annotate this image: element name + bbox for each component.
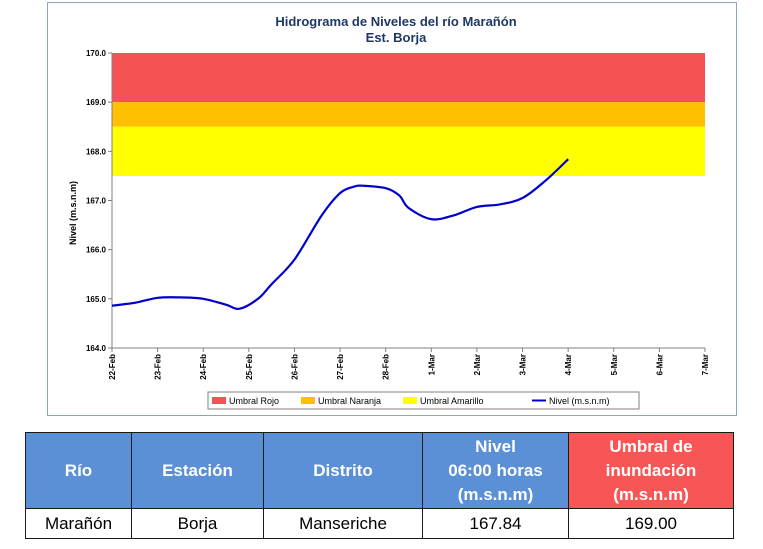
cell-nivel: 167.84 — [422, 508, 569, 539]
x-tick-label: 25-Feb — [245, 354, 254, 380]
header-umbral: Umbral de inundación (m.s.n.m) — [568, 432, 734, 509]
series-layer — [111, 158, 569, 310]
y-tick-label: 167.0 — [86, 197, 107, 206]
header-line: (m.s.n.m) — [457, 484, 534, 504]
chart-canvas: Hidrograma de Niveles del río Marañón Es… — [68, 14, 710, 410]
y-axis-ticks: 164.0 165.0 166.0 167.0 168.0 169.0 170.0 — [86, 49, 112, 353]
series-line-nivel — [111, 158, 569, 310]
header-nivel: Nivel 06:00 horas (m.s.n.m) — [422, 432, 569, 509]
threshold-band-umbral-amarillo — [112, 126, 705, 176]
y-tick-label: 165.0 — [86, 295, 107, 304]
table-row: Marañón Borja Manseriche 167.84 169.00 — [25, 508, 734, 539]
legend-label: Umbral Rojo — [229, 396, 279, 406]
threshold-band-umbral-naranja — [112, 102, 705, 127]
y-tick-label: 169.0 — [86, 98, 107, 107]
header-rio: Río — [25, 432, 132, 509]
x-tick-label: 1-Mar — [427, 354, 436, 375]
header-estacion: Estación — [131, 432, 264, 509]
y-axis-label: Nivel (m.s.n.m) — [68, 181, 78, 245]
header-line: Umbral de — [609, 436, 693, 456]
legend-swatch — [403, 397, 417, 404]
chart-title: Hidrograma de Niveles del río Marañón — [275, 14, 516, 29]
x-tick-label: 28-Feb — [382, 354, 391, 380]
x-tick-label: 27-Feb — [336, 354, 345, 380]
legend-label: Nivel (m.s.n.m) — [549, 396, 610, 406]
header-line: Estación — [162, 460, 233, 480]
header-line: 06:00 horas — [448, 460, 543, 480]
y-tick-label: 164.0 — [86, 344, 107, 353]
x-tick-label: 4-Mar — [564, 354, 573, 375]
header-line: Río — [64, 460, 93, 480]
cell-distrito: Manseriche — [263, 508, 423, 539]
y-tick-label: 166.0 — [86, 246, 107, 255]
header-line: Nivel — [475, 436, 516, 456]
chart-subtitle: Est. Borja — [366, 30, 427, 45]
cell-estacion: Borja — [131, 508, 264, 539]
header-line: (m.s.n.m) — [613, 484, 689, 504]
cell-rio: Marañón — [25, 508, 132, 539]
legend-swatch — [301, 397, 315, 404]
table-header-row: Río Estación Distrito Nivel 06:00 horas … — [25, 432, 734, 509]
legend-label: Umbral Amarillo — [420, 396, 484, 406]
x-tick-label: 22-Feb — [108, 354, 117, 380]
x-tick-label: 7-Mar — [701, 354, 710, 375]
x-axis-ticks: 22-Feb 23-Feb 24-Feb 25-Feb 26-Feb 27-Feb 28-F… — [108, 348, 710, 380]
threshold-bands — [112, 53, 705, 176]
y-tick-label: 168.0 — [86, 147, 107, 156]
threshold-band-umbral-rojo — [112, 53, 705, 103]
header-line: Distrito — [313, 460, 373, 480]
x-tick-label: 24-Feb — [199, 354, 208, 380]
x-tick-label: 2-Mar — [473, 354, 482, 375]
x-tick-label: 3-Mar — [519, 354, 528, 375]
legend-box — [207, 391, 640, 410]
summary-table: Río Estación Distrito Nivel 06:00 horas … — [25, 432, 734, 539]
chart-legend: Umbral Rojo Umbral Naranja Umbral Amarillo… — [207, 391, 640, 410]
hydrograph-chart: Hidrograma de Niveles del río Marañón Es… — [47, 2, 737, 416]
legend-label: Umbral Naranja — [318, 396, 381, 406]
x-tick-label: 23-Feb — [154, 354, 163, 380]
header-distrito: Distrito — [263, 432, 423, 509]
cell-umbral: 169.00 — [568, 508, 734, 539]
x-tick-label: 6-Mar — [655, 354, 664, 375]
y-tick-label: 170.0 — [86, 49, 107, 58]
x-tick-label: 26-Feb — [290, 354, 299, 380]
header-line: inundación — [605, 460, 697, 480]
x-tick-label: 5-Mar — [610, 354, 619, 375]
legend-swatch — [212, 397, 226, 404]
